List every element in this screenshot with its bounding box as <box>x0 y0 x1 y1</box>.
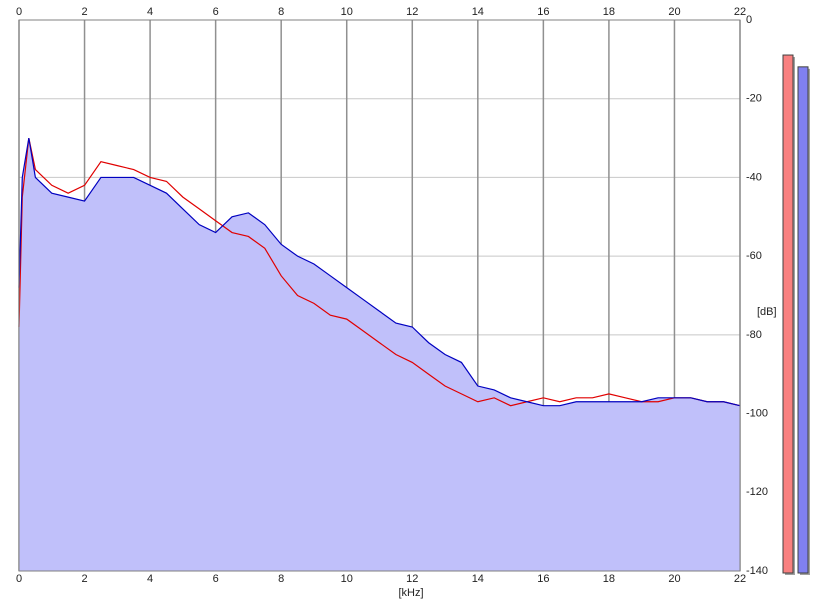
x-tick-label: 12 <box>406 573 418 585</box>
x-tick-label: 6 <box>213 573 219 585</box>
y-tick-label: -20 <box>746 93 762 105</box>
series-line <box>18 137 741 407</box>
x-tick-label: 4 <box>147 573 153 585</box>
y-tick-label: -120 <box>746 486 768 498</box>
series-line <box>18 137 741 407</box>
y-tick-label: 0 <box>746 14 752 26</box>
y-tick-label: -140 <box>746 565 768 577</box>
level-meter <box>797 66 809 574</box>
x-tick-label: 8 <box>278 6 284 18</box>
x-tick-label: 8 <box>278 573 284 585</box>
x-tick-label: 10 <box>341 573 353 585</box>
x-tick-label: 0 <box>16 6 22 18</box>
y-tick-label: -80 <box>746 329 762 341</box>
y-tick-label: -60 <box>746 250 762 262</box>
x-tick-label: 16 <box>537 573 549 585</box>
x-tick-label: 20 <box>668 6 680 18</box>
x-tick-label: 2 <box>81 6 87 18</box>
x-tick-label: 14 <box>472 6 484 18</box>
area <box>19 138 740 572</box>
x-tick-label: 22 <box>734 573 746 585</box>
x-axis-label: [kHz] <box>398 587 423 599</box>
y-tick-label: -40 <box>746 171 762 183</box>
plot-border <box>18 19 741 572</box>
x-tick-label: 22 <box>734 6 746 18</box>
x-tick-label: 20 <box>668 573 680 585</box>
y-axis-label: [dB] <box>757 306 777 318</box>
x-tick-label: 10 <box>341 6 353 18</box>
x-tick-label: 18 <box>603 573 615 585</box>
x-tick-label: 14 <box>472 573 484 585</box>
x-tick-label: 18 <box>603 6 615 18</box>
x-tick-label: 6 <box>213 6 219 18</box>
y-tick-label: -100 <box>746 407 768 419</box>
level-meter <box>782 54 794 574</box>
x-tick-label: 2 <box>81 573 87 585</box>
x-tick-label: 0 <box>16 573 22 585</box>
x-tick-label: 16 <box>537 6 549 18</box>
x-tick-label: 12 <box>406 6 418 18</box>
x-tick-label: 4 <box>147 6 153 18</box>
